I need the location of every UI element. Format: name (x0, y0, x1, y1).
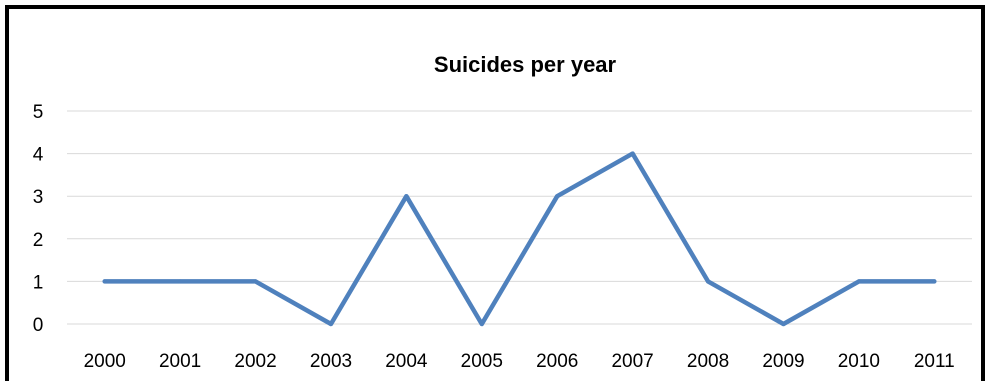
y-tick-label: 1 (33, 272, 44, 293)
series-layer (102, 151, 937, 327)
data-point (781, 322, 786, 326)
y-tick-label: 2 (33, 230, 44, 251)
x-tick-label: 2005 (461, 351, 503, 372)
x-tick-label: 2004 (385, 351, 428, 372)
data-point (932, 279, 937, 284)
data-point (328, 322, 333, 326)
data-point (102, 279, 107, 284)
y-axis-ticks: 0 1 2 3 4 5 (33, 102, 44, 336)
data-point (706, 279, 711, 284)
chart-title: Suicides per year (434, 52, 617, 77)
data-point (555, 194, 560, 199)
data-point (178, 279, 183, 284)
y-tick-label: 3 (33, 187, 44, 208)
data-point (856, 279, 861, 284)
x-tick-label: 2008 (687, 351, 729, 372)
x-tick-label: 2010 (838, 351, 880, 372)
series-line (102, 151, 937, 327)
data-point (479, 322, 484, 326)
data-point (630, 151, 635, 156)
data-point (253, 279, 258, 284)
y-tick-label: 0 (33, 315, 44, 336)
y-tick-label: 5 (33, 102, 44, 123)
y-tick-label: 4 (33, 145, 44, 166)
x-tick-label: 2011 (914, 351, 955, 372)
x-tick-label: 2006 (536, 351, 578, 372)
x-tick-label: 2007 (611, 351, 653, 372)
x-axis-ticks: 2000 2001 2002 2003 2004 2005 2006 2007 2008 2009… (84, 351, 955, 372)
x-tick-label: 2003 (310, 351, 352, 372)
x-tick-label: 2009 (762, 351, 804, 372)
x-tick-label: 2001 (159, 351, 201, 372)
data-point (404, 194, 409, 199)
x-tick-label: 2002 (234, 351, 276, 372)
x-tick-label: 2000 (84, 351, 126, 372)
